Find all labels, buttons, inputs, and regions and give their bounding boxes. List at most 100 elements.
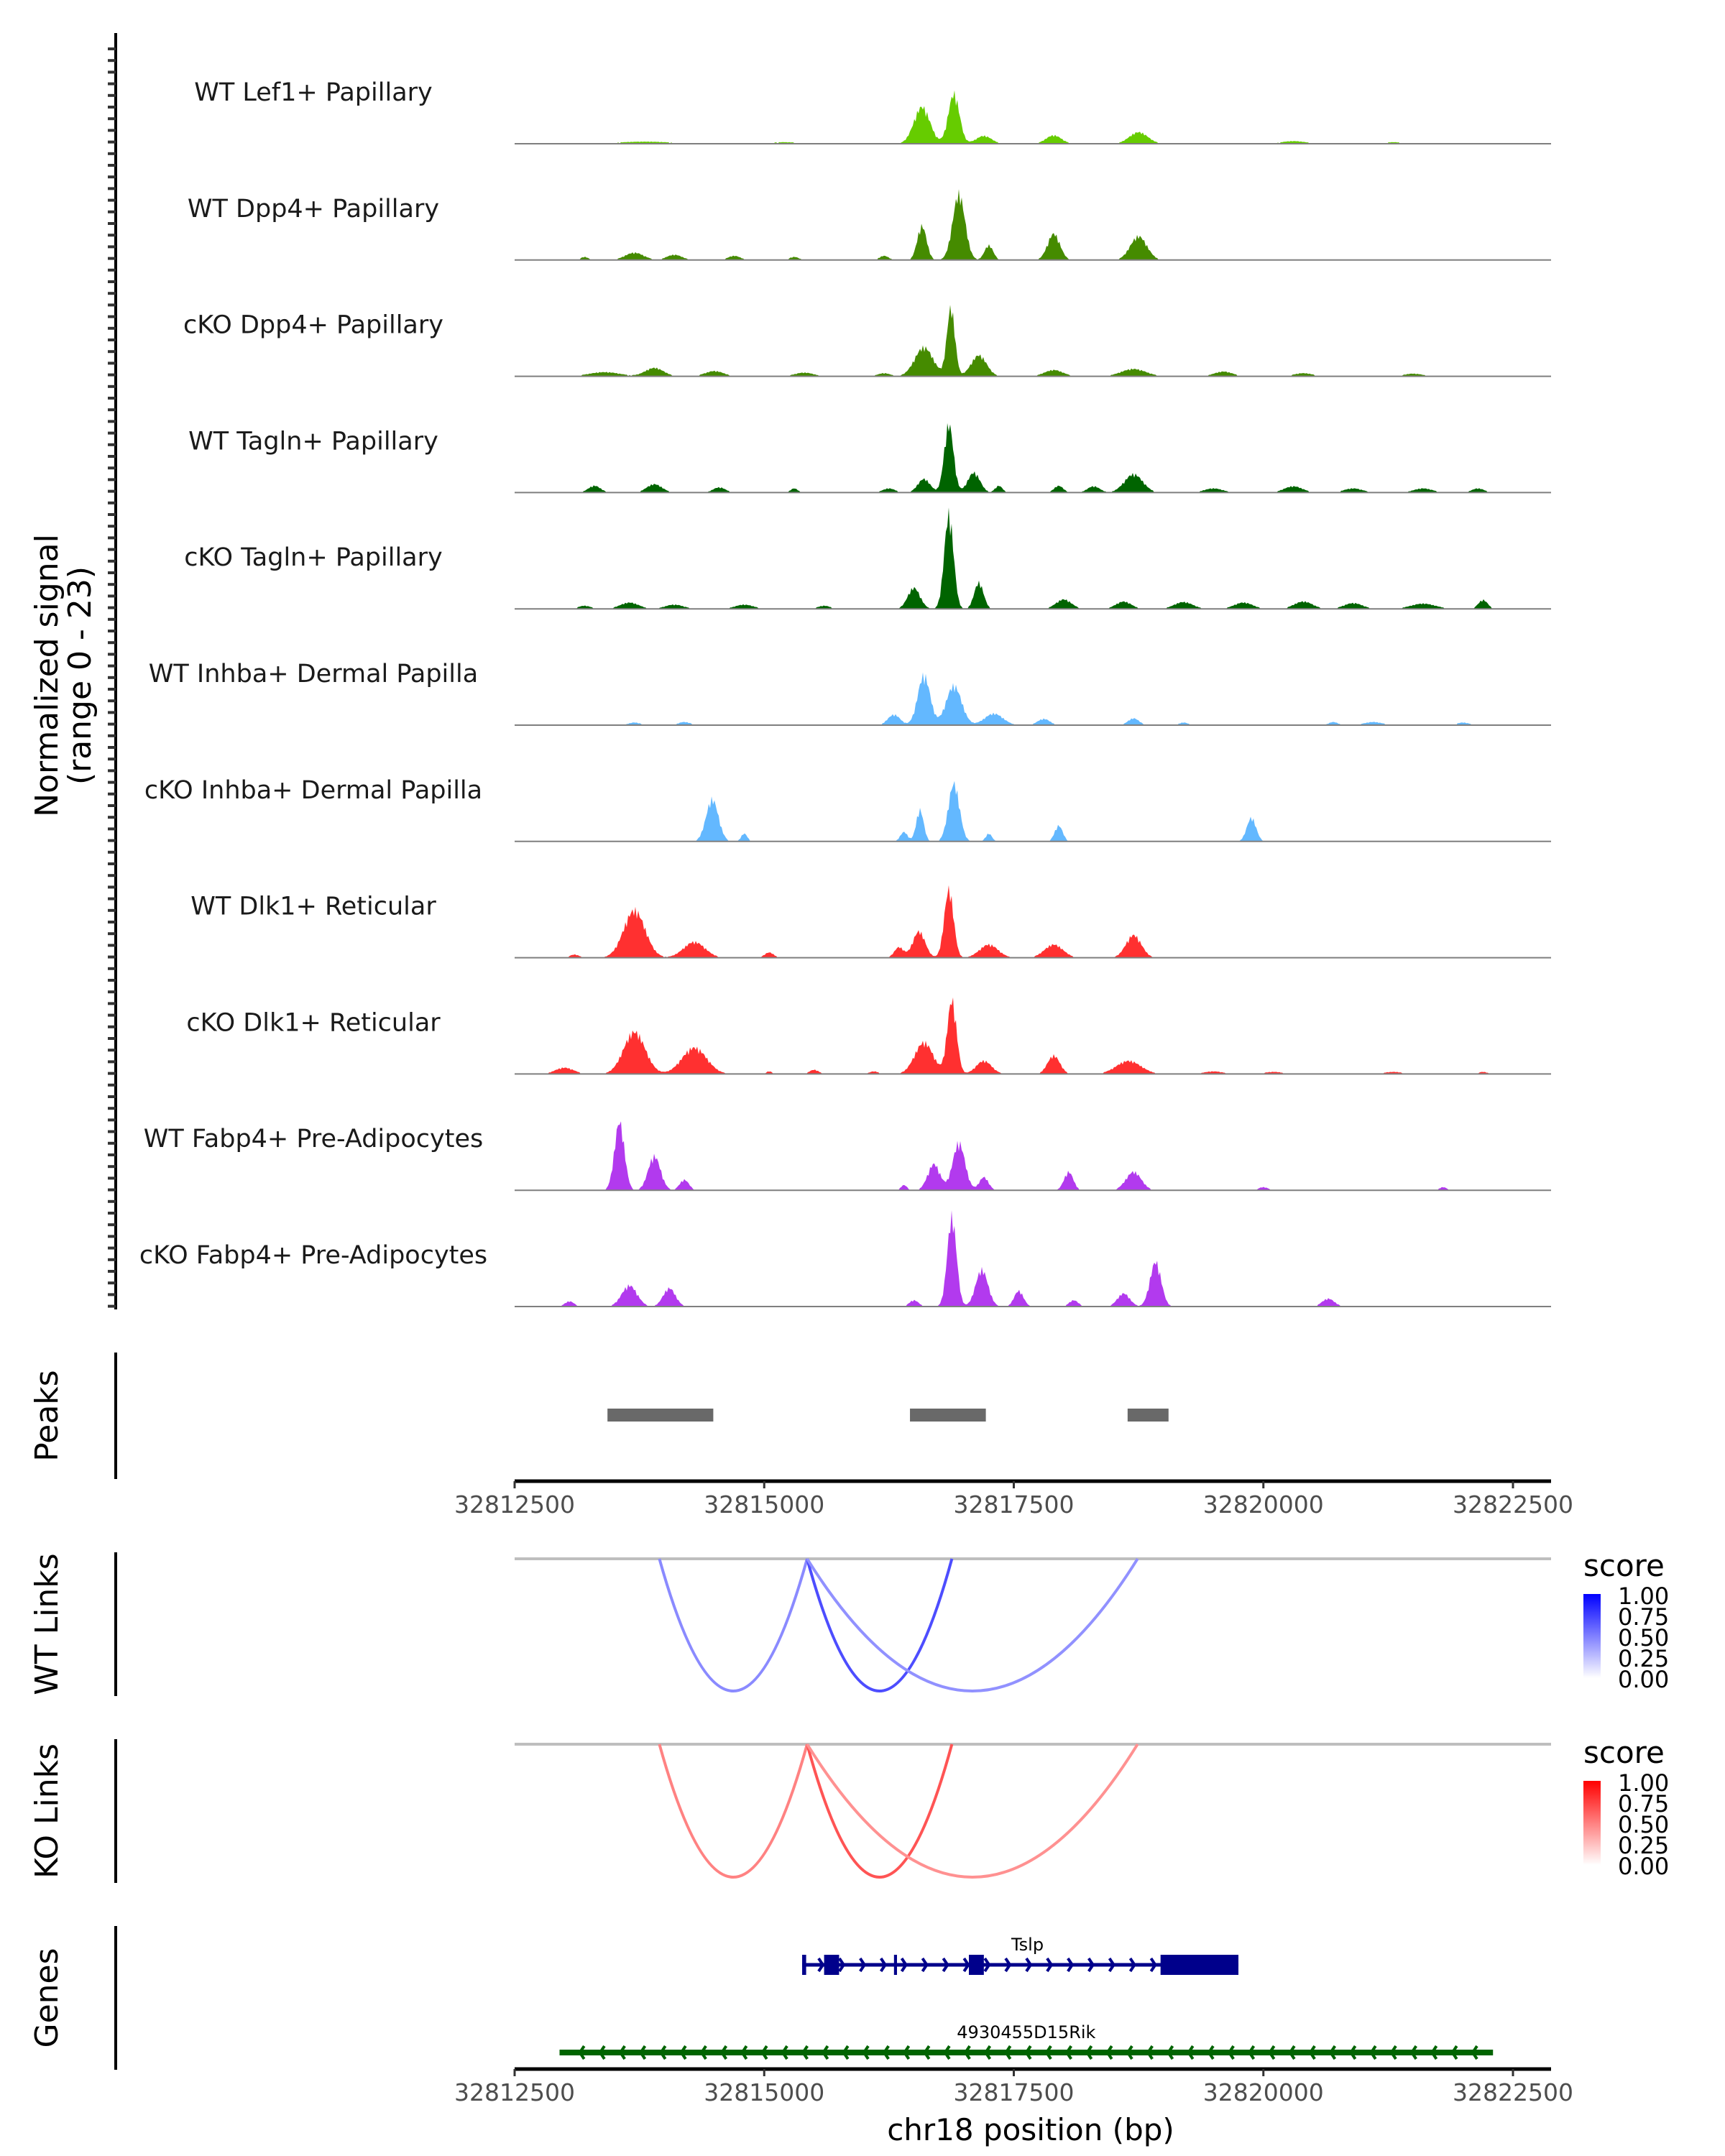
strand-arrow xyxy=(962,1957,970,1973)
x-tick-label: 32817500 xyxy=(954,1491,1075,1519)
coverage-area xyxy=(515,1210,1551,1307)
strand-arrow xyxy=(1085,2045,1093,2060)
link-arc xyxy=(806,1557,1139,1692)
x-tick-label: 32820000 xyxy=(1203,2078,1324,2106)
strand-arrow xyxy=(1308,2045,1316,2060)
strand-arrow xyxy=(1288,2045,1296,2060)
strand-arrow xyxy=(578,2045,586,2060)
coverage-track: cKO Dlk1+ Reticular xyxy=(186,997,1551,1075)
track-title: cKO Fabp4+ Pre-Adipocytes xyxy=(139,1241,487,1270)
coverage-area xyxy=(515,305,1551,377)
legend-title: score xyxy=(1583,1735,1665,1770)
x-tick-label: 32815000 xyxy=(704,2078,824,2106)
strand-arrow xyxy=(1349,2045,1357,2060)
peak-regions xyxy=(607,1409,1169,1422)
strand-arrow xyxy=(1227,2045,1235,2060)
strand-arrow xyxy=(1064,2045,1072,2060)
strand-arrow xyxy=(1389,2045,1397,2060)
gene-model: Tslp xyxy=(802,1935,1239,1975)
exon xyxy=(824,1955,840,1975)
coverage-area xyxy=(515,90,1551,144)
strand-arrow xyxy=(639,2045,647,2060)
x-axis-lower: 32812500 32815000 32817500 32820000 32822500 xyxy=(454,2067,1573,2106)
x-axis-upper: 32812500 32815000 32817500 32820000 32822500 xyxy=(454,1479,1573,1519)
legend-tick-label: 1.00 xyxy=(1618,1769,1669,1797)
link-arc xyxy=(806,1558,954,1692)
strand-arrow xyxy=(1409,2045,1417,2060)
legend-tick-label: 0.50 xyxy=(1618,1811,1669,1838)
legend-tick-label: 0.00 xyxy=(1618,1853,1669,1880)
strand-arrow xyxy=(921,1957,929,1973)
link-arc xyxy=(658,1558,809,1692)
strand-arrow xyxy=(1128,1957,1136,1973)
coverage-track: cKO Tagln+ Papillary xyxy=(184,507,1551,610)
gene-label: 4930455D15Rik xyxy=(957,2022,1095,2042)
strand-arrow xyxy=(618,2045,626,2060)
wt-links-track-title: WT Links xyxy=(29,1553,65,1695)
strand-arrow xyxy=(879,1957,888,1973)
legend-tick-label: 0.75 xyxy=(1618,1790,1669,1818)
coverage-area xyxy=(515,507,1551,609)
x-tick-label: 32820000 xyxy=(1203,1491,1324,1519)
strand-arrow xyxy=(1450,2045,1458,2060)
strand-arrow xyxy=(983,1957,991,1973)
coverage-track: WT Lef1+ Papillary xyxy=(194,78,1551,144)
strand-arrow xyxy=(740,2045,748,2060)
strand-arrow xyxy=(1268,2045,1276,2060)
track-title: WT Fabp4+ Pre-Adipocytes xyxy=(144,1125,483,1153)
strand-arrow xyxy=(719,2045,728,2060)
strand-arrow xyxy=(900,1957,908,1973)
strand-arrow xyxy=(1167,2045,1174,2060)
strand-arrow xyxy=(882,2045,890,2060)
coverage-track: cKO Inhba+ Dermal Papilla xyxy=(144,776,1551,842)
strand-arrow xyxy=(983,2045,992,2060)
strand-arrow xyxy=(1248,2045,1256,2060)
x-tick-label: 32815000 xyxy=(704,1491,824,1519)
strand-arrow xyxy=(1087,1957,1095,1973)
track-title: WT Lef1+ Papillary xyxy=(194,78,433,107)
strand-arrow xyxy=(1328,2045,1337,2060)
strand-arrow xyxy=(838,1957,846,1973)
strand-arrow xyxy=(862,2045,870,2060)
track-title: WT Dpp4+ Papillary xyxy=(188,195,439,224)
strand-arrow xyxy=(1430,2045,1438,2060)
coverage-area xyxy=(515,885,1551,958)
strand-arrow xyxy=(1207,2045,1215,2060)
coverage-area xyxy=(515,672,1551,725)
x-tick-label: 32822500 xyxy=(1453,2078,1573,2106)
link-arc xyxy=(806,1743,1139,1879)
strand-arrow xyxy=(699,2045,707,2060)
coverage-y-axis xyxy=(108,33,117,1309)
legend-tick-label: 0.50 xyxy=(1618,1624,1669,1651)
coverage-area xyxy=(515,997,1551,1074)
ko-links-track-title: KO Links xyxy=(29,1743,65,1879)
coverage-track: cKO Dpp4+ Papillary xyxy=(183,305,1551,377)
strand-arrow xyxy=(923,2045,931,2060)
y-axis-title-line1: Normalized signal xyxy=(29,534,65,817)
legend-tick-label: 0.25 xyxy=(1618,1645,1669,1672)
gene-models: Tslp 4930455D15Rik xyxy=(559,1935,1494,2060)
strand-arrow xyxy=(943,2045,951,2060)
coverage-tracks: WT Lef1+ Papillary WT Dpp4+ Papillary cKO … xyxy=(139,78,1551,1307)
track-title: WT Inhba+ Dermal Papilla xyxy=(149,660,478,688)
track-title: cKO Inhba+ Dermal Papilla xyxy=(144,776,482,805)
strand-arrow xyxy=(1187,2045,1195,2060)
link-arc xyxy=(806,1743,954,1879)
strand-arrow xyxy=(679,2045,687,2060)
coverage-track: WT Dlk1+ Reticular xyxy=(190,885,1551,959)
coverage-area xyxy=(515,189,1551,260)
strand-arrow xyxy=(1024,2045,1032,2060)
strand-arrow xyxy=(817,1957,825,1973)
exon xyxy=(893,1955,897,1975)
exon xyxy=(802,1955,806,1975)
strand-arrow xyxy=(1126,2045,1133,2060)
strand-arrow xyxy=(1369,2045,1377,2060)
legend-colorbar xyxy=(1583,1781,1601,1865)
peak-region xyxy=(607,1409,714,1422)
peak-region xyxy=(910,1409,986,1422)
strand-arrow xyxy=(842,2045,850,2060)
coverage-area xyxy=(515,780,1551,842)
score-legends: score1.000.750.500.250.00score1.000.750.… xyxy=(1583,1548,1669,1880)
strand-arrow xyxy=(1149,1957,1157,1973)
genes-track-title: Genes xyxy=(29,1948,65,2047)
